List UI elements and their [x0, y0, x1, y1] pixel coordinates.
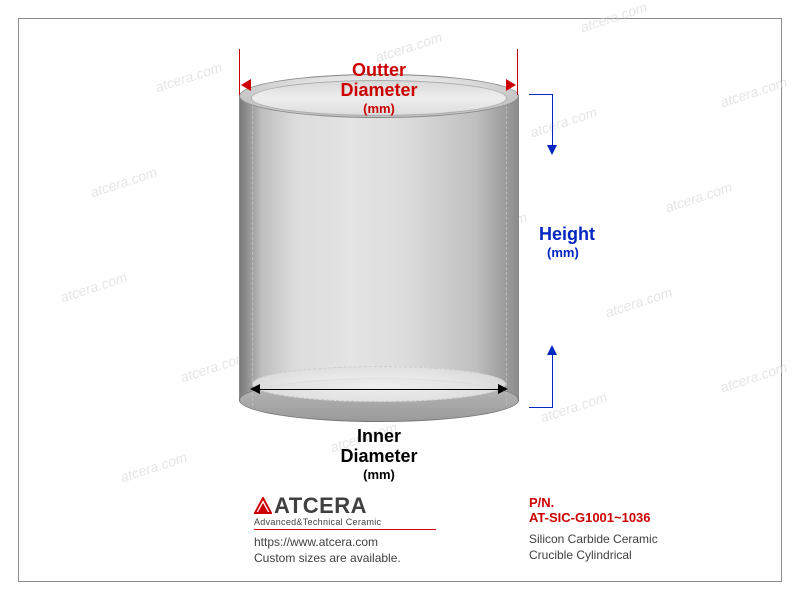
inner-diameter-line — [259, 389, 499, 390]
product-desc-1: Silicon Carbide Ceramic — [529, 531, 769, 547]
diagram-area: atcera.com atcera.com atcera.com atcera.com… — [19, 19, 781, 491]
outer-diameter-text1: Outter — [319, 61, 439, 81]
brand-tagline: Advanced&Technical Ceramic — [254, 517, 436, 530]
outer-diameter-tick-left — [239, 49, 240, 95]
watermark-text: atcera.com — [718, 74, 789, 111]
height-unit: (mm) — [547, 245, 595, 260]
cylinder-inner-dash-right — [506, 96, 507, 406]
footer-right: P/N. AT-SIC-G1001~1036 Silicon Carbide C… — [529, 495, 769, 563]
inner-diameter-label: Inner Diameter (mm) — [319, 427, 439, 482]
height-label: Height (mm) — [539, 224, 595, 260]
watermark-text: atcera.com — [88, 164, 159, 201]
watermark-text: atcera.com — [718, 359, 789, 396]
footer-url: https://www.atcera.com — [254, 534, 514, 550]
brand-name: ATCERA — [274, 493, 367, 518]
height-line-lower — [552, 352, 553, 407]
part-number-value: AT-SIC-G1001~1036 — [529, 510, 769, 525]
watermark-text: atcera.com — [603, 284, 674, 321]
product-desc-2: Crucible Cylindrical — [529, 547, 769, 563]
outer-diameter-text2: Diameter — [319, 81, 439, 101]
footer: ATCERA Advanced&Technical Ceramic https:… — [19, 491, 781, 581]
inner-diameter-text2: Diameter — [319, 447, 439, 467]
cylinder-inner-dash-left — [252, 96, 253, 406]
outer-diameter-label: Outter Diameter (mm) — [319, 61, 439, 116]
watermark-text: atcera.com — [528, 104, 599, 141]
height-line-upper — [552, 94, 553, 149]
outer-diameter-unit: (mm) — [319, 101, 439, 116]
inner-diameter-unit: (mm) — [319, 467, 439, 482]
cylinder-bottom-inner-ellipse — [252, 366, 506, 402]
footer-left: ATCERA Advanced&Technical Ceramic https:… — [254, 493, 514, 566]
height-tick-top — [529, 94, 553, 95]
height-tick-bottom — [529, 407, 553, 408]
logo-icon — [254, 497, 272, 515]
diagram-frame: atcera.com atcera.com atcera.com atcera.com… — [18, 18, 782, 582]
footer-note: Custom sizes are available. — [254, 550, 514, 566]
height-arrow-down — [547, 145, 557, 155]
cylinder — [239, 74, 519, 404]
inner-diameter-arrow-right — [498, 384, 508, 394]
outer-diameter-arrow-right — [506, 79, 516, 91]
outer-diameter-arrow-left — [241, 79, 251, 91]
inner-diameter-arrow-left — [250, 384, 260, 394]
watermark-text: atcera.com — [663, 179, 734, 216]
brand-logo: ATCERA — [254, 493, 514, 519]
watermark-text: atcera.com — [58, 269, 129, 306]
watermark-text: atcera.com — [118, 449, 189, 486]
height-arrow-up — [547, 345, 557, 355]
cylinder-wall — [239, 96, 519, 401]
height-text: Height — [539, 224, 595, 245]
watermark-text: atcera.com — [153, 59, 224, 96]
inner-diameter-text1: Inner — [319, 427, 439, 447]
outer-diameter-tick-right — [517, 49, 518, 95]
watermark-text: atcera.com — [578, 0, 649, 35]
part-number-label: P/N. — [529, 495, 769, 510]
